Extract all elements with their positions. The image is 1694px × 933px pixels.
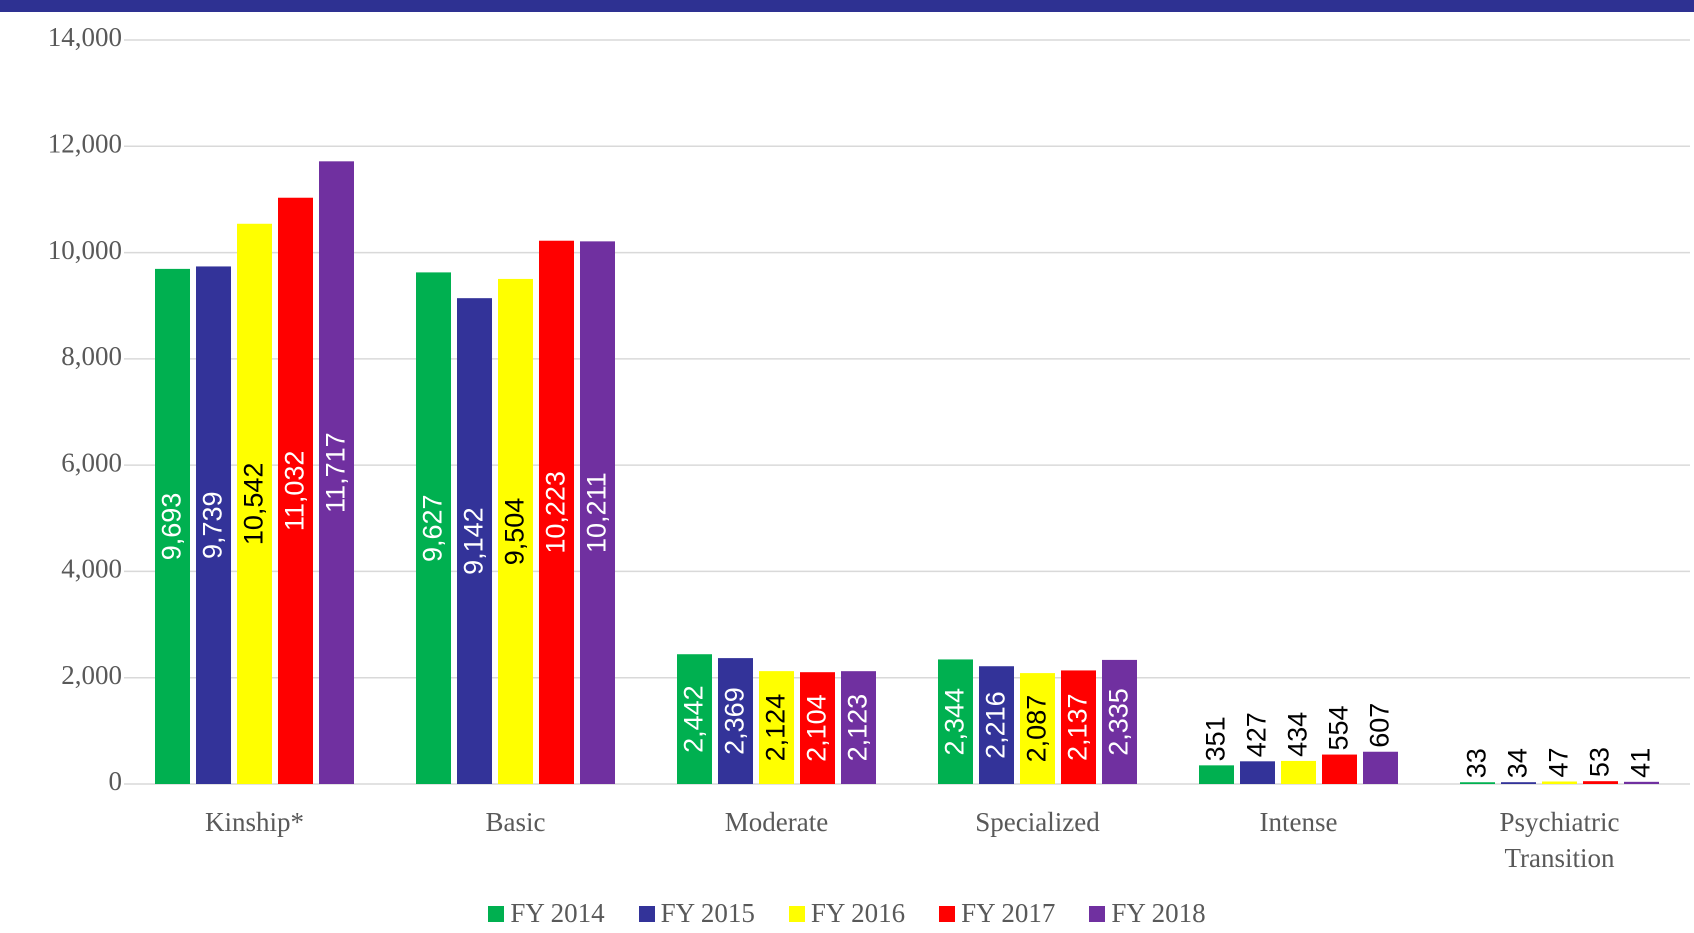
y-tick-label: 0 <box>109 766 123 796</box>
bar <box>1199 765 1234 784</box>
bar <box>1020 673 1055 784</box>
y-tick-label: 10,000 <box>48 235 122 265</box>
y-tick-label: 8,000 <box>61 341 122 371</box>
x-tick-label: Specialized <box>975 807 1100 837</box>
bar <box>196 266 231 784</box>
data-label: 53 <box>1585 747 1615 777</box>
data-label: 351 <box>1201 716 1231 761</box>
data-label: 2,369 <box>720 687 750 755</box>
data-label: 2,123 <box>843 694 873 762</box>
bar <box>319 161 354 785</box>
data-label: 2,124 <box>761 694 791 762</box>
data-label: 427 <box>1242 712 1272 757</box>
data-label: 41 <box>1626 748 1656 778</box>
bar <box>580 241 615 785</box>
legend-label: FY 2017 <box>961 898 1056 928</box>
bar <box>938 659 973 784</box>
bar <box>1102 659 1137 784</box>
legend-label: FY 2015 <box>660 898 755 928</box>
bar <box>1240 761 1275 784</box>
data-label: 554 <box>1324 705 1354 750</box>
bar <box>759 671 794 784</box>
legend-swatch <box>638 905 655 922</box>
legend-item: FY 2016 <box>788 898 906 929</box>
bar <box>718 658 753 784</box>
top-bar <box>0 0 1694 12</box>
x-tick-label: Intense <box>1259 807 1338 837</box>
legend-item: FY 2014 <box>488 898 605 929</box>
bar <box>457 298 492 784</box>
data-label: 2,335 <box>1104 688 1134 756</box>
data-label: 11,032 <box>280 451 310 532</box>
legend-label: FY 2016 <box>810 898 906 928</box>
y-tick-label: 6,000 <box>61 447 122 477</box>
legend-swatch <box>788 905 805 922</box>
bar <box>1542 781 1577 784</box>
data-label: 9,693 <box>157 493 187 561</box>
bar <box>278 197 313 784</box>
data-label: 11,717 <box>321 432 351 513</box>
bar <box>416 272 451 784</box>
legend-label: FY 2014 <box>510 898 605 928</box>
data-label: 2,344 <box>940 688 970 756</box>
data-label: 607 <box>1365 703 1395 748</box>
bar <box>1061 670 1096 784</box>
data-label: 9,739 <box>198 491 228 559</box>
data-label: 10,542 <box>239 463 269 546</box>
data-label: 47 <box>1544 747 1574 777</box>
data-label: 2,216 <box>981 691 1011 759</box>
bar <box>1501 782 1536 784</box>
x-tick-label: Moderate <box>724 807 829 837</box>
y-tick-label: 4,000 <box>61 554 122 584</box>
bar <box>1363 751 1398 784</box>
x-tick-label: Psychiatric Transition <box>1499 807 1620 873</box>
bar <box>1322 754 1357 784</box>
data-label: 33 <box>1462 748 1492 778</box>
data-label: 9,142 <box>459 507 489 575</box>
bar <box>800 672 835 784</box>
y-tick-label: 2,000 <box>61 660 122 690</box>
legend: FY 2014 FY 2015 FY 2016 FY 2017 FY 2018 <box>0 898 1694 929</box>
y-tick-label: 12,000 <box>48 128 122 158</box>
legend-label: FY 2018 <box>1111 898 1206 928</box>
bar <box>237 223 272 784</box>
x-tick-label: Basic <box>485 807 546 837</box>
legend-swatch <box>488 905 505 922</box>
bar <box>155 268 190 784</box>
data-label: 10,211 <box>582 472 612 553</box>
legend-item: FY 2018 <box>1089 898 1206 929</box>
data-label: 434 <box>1283 712 1313 757</box>
bar <box>1281 760 1316 784</box>
bar <box>498 278 533 784</box>
data-label: 2,137 <box>1063 693 1093 761</box>
data-label: 2,087 <box>1022 695 1052 763</box>
legend-item: FY 2015 <box>638 898 755 929</box>
x-tick-label: Kinship* <box>204 807 304 837</box>
bar <box>539 240 574 784</box>
data-label: 9,504 <box>500 498 530 566</box>
y-tick-label: 14,000 <box>48 22 122 52</box>
bar <box>841 671 876 784</box>
bar <box>1583 781 1618 784</box>
data-label: 9,627 <box>418 494 448 562</box>
legend-item: FY 2017 <box>939 898 1055 929</box>
bar <box>1460 782 1495 784</box>
data-label: 2,442 <box>679 685 709 753</box>
bar <box>677 654 712 784</box>
bar <box>1624 781 1659 784</box>
data-label: 2,104 <box>802 694 832 762</box>
data-label: 34 <box>1503 748 1533 778</box>
data-label: 10,223 <box>541 471 571 554</box>
legend-swatch <box>1089 905 1106 922</box>
legend-swatch <box>939 905 956 922</box>
bar <box>979 666 1014 784</box>
